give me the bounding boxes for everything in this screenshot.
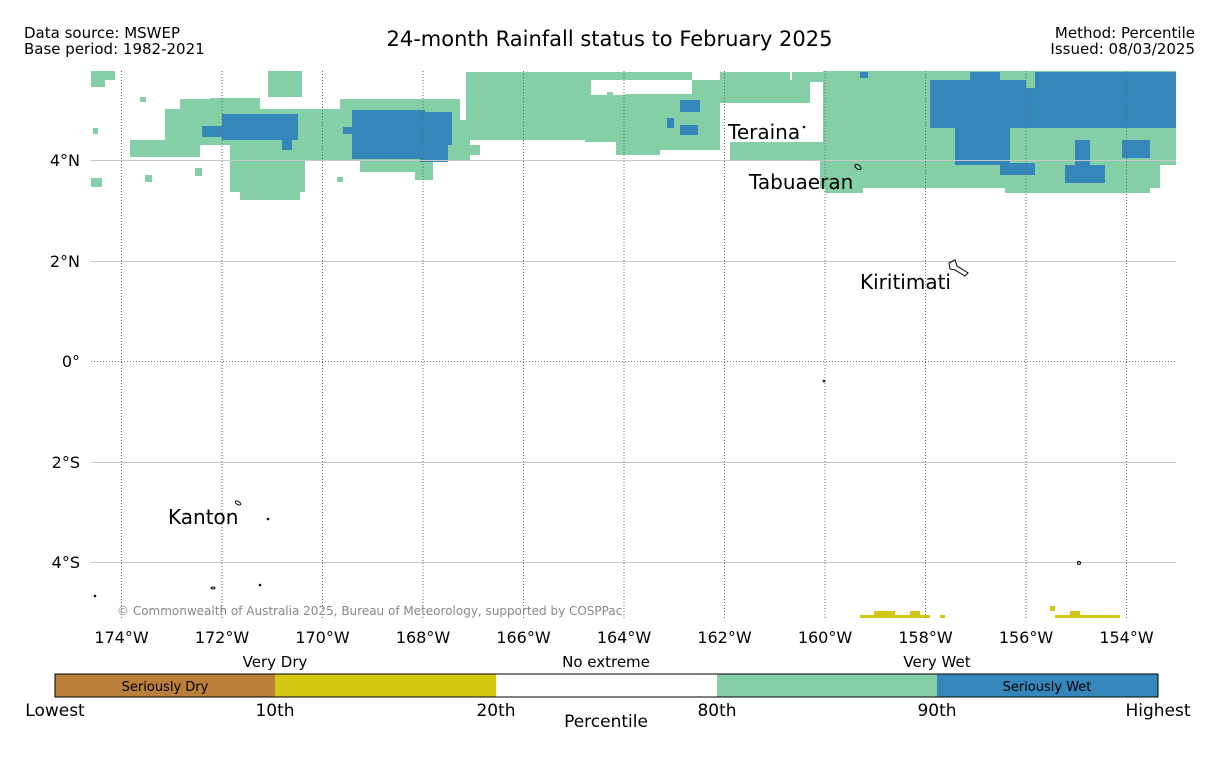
- colour-legend: Very Dry No extreme Very Wet Seriously D…: [25, 653, 1191, 732]
- place-label-kanton: Kanton: [168, 505, 238, 529]
- longitude-label: 164°W: [597, 628, 652, 647]
- legend-tick-90th: 90th: [917, 701, 956, 721]
- longitude-label: 170°W: [295, 628, 350, 647]
- longitude-label: 156°W: [999, 628, 1054, 647]
- longitude-label: 168°W: [396, 628, 451, 647]
- legend-box-very-wet: [717, 674, 937, 697]
- place-label-tabuaeran: Tabuaeran: [748, 170, 853, 194]
- place-label-teraina: Teraina: [727, 120, 800, 144]
- latitude-labels: 4°N 2°N 0° 2°S 4°S: [50, 151, 80, 572]
- legend-box-seriously-dry: [55, 674, 275, 697]
- header-left: Data source: MSWEP Base period: 1982-202…: [24, 25, 205, 57]
- legend-box-seriously-wet: [937, 674, 1158, 697]
- legend-group-no-extreme: No extreme: [562, 653, 650, 671]
- legend-box-no-extreme: [496, 674, 717, 697]
- seriously-wet-areas: [202, 72, 1176, 183]
- longitude-gridlines: [121, 71, 1127, 618]
- longitude-label: 166°W: [496, 628, 551, 647]
- longitude-label: 160°W: [798, 628, 853, 647]
- legend-bar-outline: [54, 673, 1159, 698]
- island-outlines: [93, 125, 1081, 598]
- place-label-kiritimati: Kiritimati: [860, 270, 951, 294]
- longitude-label: 172°W: [195, 628, 250, 647]
- legend-group-very-wet: Very Wet: [903, 653, 970, 671]
- legend-group-very-dry: Very Dry: [243, 653, 308, 671]
- latitude-label: 2°N: [50, 252, 80, 271]
- latitude-label: 2°S: [52, 453, 80, 472]
- method-text: Method: Percentile: [1054, 24, 1195, 42]
- latitude-label: 4°S: [52, 553, 80, 572]
- legend-tick-10th: 10th: [255, 701, 294, 721]
- legend-tick-highest: Highest: [1125, 701, 1190, 721]
- very-dry-areas: [860, 606, 1120, 618]
- data-source-text: Data source: MSWEP: [24, 24, 181, 42]
- legend-box-label-seriously-dry: Seriously Dry: [122, 680, 209, 695]
- latitude-label: 4°N: [50, 151, 80, 170]
- legend-box-very-dry: [275, 674, 496, 697]
- legend-box-label-seriously-wet: Seriously Wet: [1003, 680, 1092, 695]
- longitude-labels: 174°W 172°W 170°W 168°W 166°W 164°W 162°W 160°W…: [94, 628, 1154, 647]
- longitude-label: 154°W: [1099, 628, 1154, 647]
- legend-axis-title: Percentile: [564, 712, 648, 732]
- legend-tick-20th: 20th: [476, 701, 515, 721]
- longitude-label: 162°W: [697, 628, 752, 647]
- issued-text: Issued: 08/03/2025: [1050, 40, 1195, 58]
- legend-tick-lowest: Lowest: [25, 701, 85, 721]
- longitude-label: 174°W: [94, 628, 149, 647]
- header-right: Method: Percentile Issued: 08/03/2025: [1050, 25, 1195, 57]
- latitude-label: 0°: [62, 352, 80, 371]
- longitude-label: 158°W: [898, 628, 953, 647]
- latitude-gridlines: [91, 160, 1176, 563]
- base-period-text: Base period: 1982-2021: [24, 40, 205, 58]
- copyright-notice: © Commonwealth of Australia 2025, Bureau…: [117, 604, 622, 618]
- legend-tick-80th: 80th: [697, 701, 736, 721]
- map-title: 24-month Rainfall status to February 202…: [386, 27, 833, 51]
